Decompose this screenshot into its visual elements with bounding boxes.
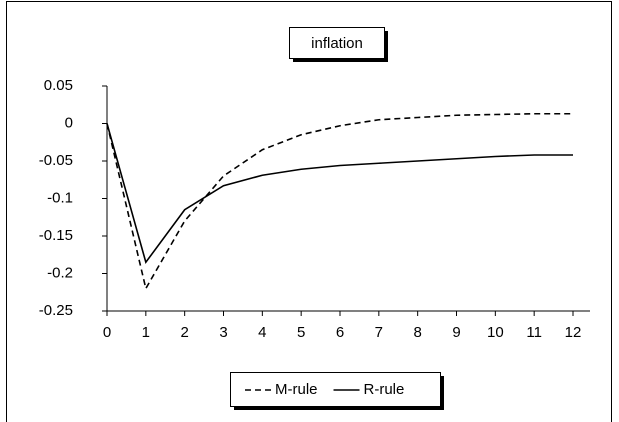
- x-tick-label: 0: [103, 324, 111, 341]
- x-tick-label: 5: [297, 324, 305, 341]
- x-tick-label: 1: [142, 324, 150, 341]
- series-line: [106, 123, 573, 265]
- y-tick-label: -0.1: [47, 189, 73, 206]
- x-tick-label: 12: [565, 324, 582, 341]
- chart-frame: [6, 1, 612, 422]
- x-tick-label: 10: [487, 324, 504, 341]
- y-tick-label: 0.05: [44, 77, 73, 94]
- y-tick-label: -0.2: [47, 264, 73, 281]
- y-tick-label: -0.25: [39, 302, 73, 319]
- y-tick-label: -0.05: [39, 152, 73, 169]
- legend-label: R-rule: [364, 381, 405, 398]
- chart-title: inflation: [311, 35, 363, 52]
- series-line: [106, 112, 573, 291]
- y-tick-label: -0.15: [39, 227, 73, 244]
- x-tick-label: 8: [413, 324, 421, 341]
- x-tick-label: 3: [219, 324, 227, 341]
- x-tick-label: 11: [526, 324, 542, 341]
- title-box: [289, 27, 385, 59]
- legend-label: M-rule: [275, 381, 318, 398]
- x-tick-label: 2: [180, 324, 188, 341]
- x-tick-label: 6: [336, 324, 344, 341]
- x-tick-label: 4: [258, 324, 266, 341]
- x-tick-label: 9: [452, 324, 460, 341]
- x-tick-label: 7: [375, 324, 383, 341]
- y-tick-label: 0: [65, 114, 73, 131]
